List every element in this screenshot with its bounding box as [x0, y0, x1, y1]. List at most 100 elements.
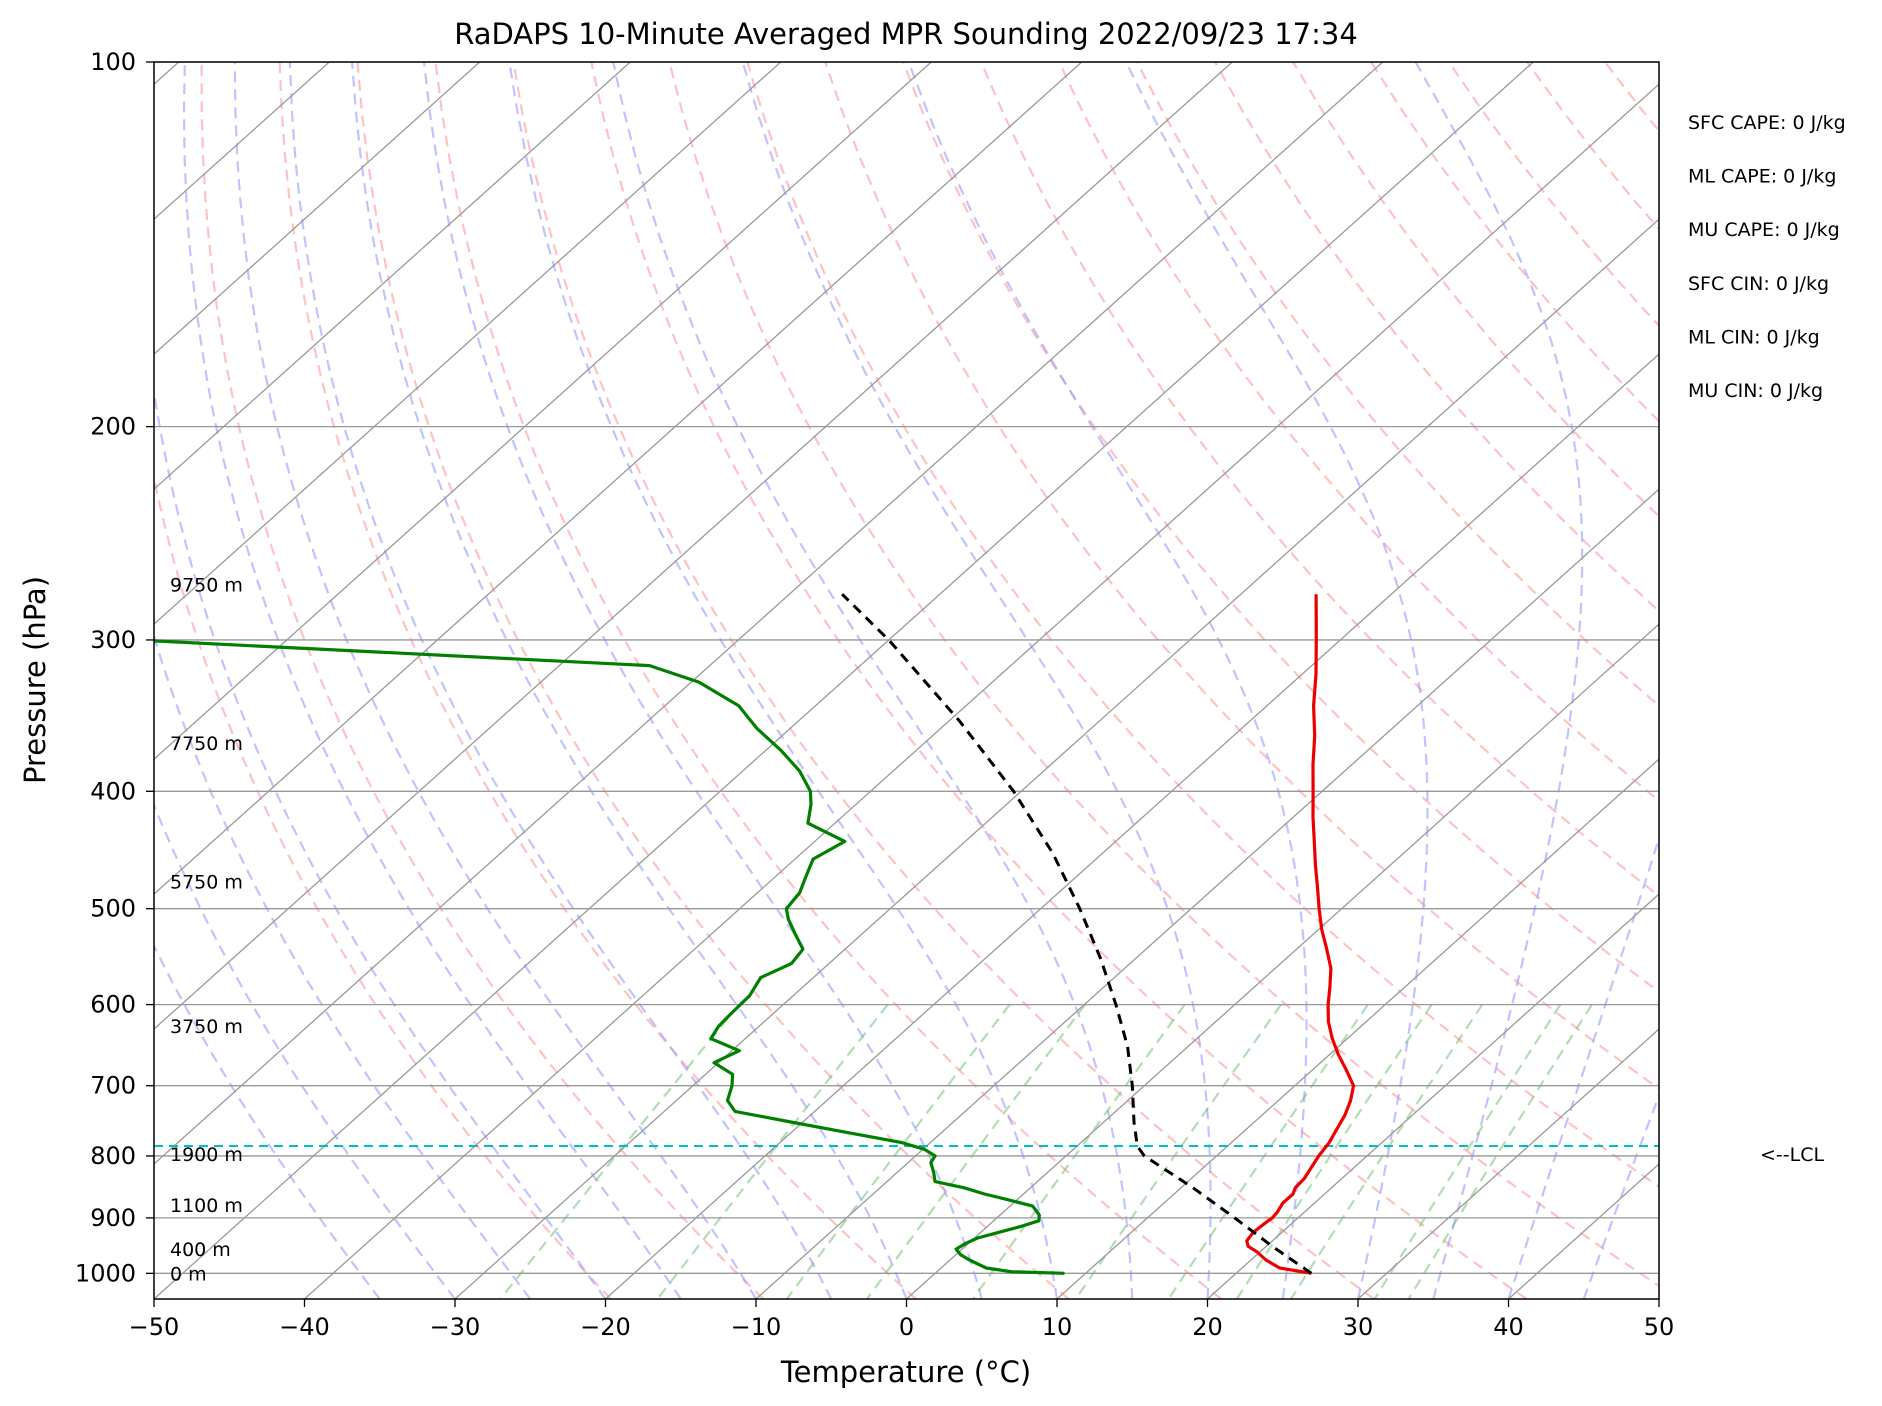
- stability-index: MU CAPE: 0 J/kg: [1688, 219, 1840, 241]
- isotherm: [154, 62, 932, 760]
- mixing-ratio-line: [1167, 1003, 1369, 1299]
- y-tick-label: 300: [90, 626, 136, 654]
- dry-adiabat: [1526, 62, 1659, 231]
- moist-adiabat: [288, 62, 833, 1299]
- x-tick-label: 30: [1343, 1313, 1374, 1341]
- x-tick-label: −50: [129, 1313, 180, 1341]
- moist-adiabat: [1507, 834, 1659, 1299]
- background-lines: [154, 62, 1882, 1299]
- x-tick-label: −20: [580, 1313, 631, 1341]
- isotherm: [1056, 758, 1659, 1299]
- moist-adiabat: [351, 62, 908, 1299]
- isotherm: [906, 623, 1659, 1299]
- dry-adiabat: [1058, 62, 1659, 803]
- dry-adiabat: [1683, 62, 1882, 1299]
- height-label: 1900 m: [170, 1144, 243, 1166]
- y-tick-label: 200: [90, 413, 136, 441]
- y-tick-label: 500: [90, 895, 136, 923]
- x-axis-label: Temperature (°C): [780, 1355, 1031, 1389]
- dry-adiabat: [356, 62, 1070, 1299]
- x-tick-label: 0: [899, 1313, 914, 1341]
- x-tick-label: −10: [731, 1313, 782, 1341]
- dry-adiabat: [824, 62, 1659, 1091]
- height-label: 7750 m: [170, 733, 243, 755]
- x-tick-label: 40: [1493, 1313, 1524, 1341]
- height-label: 400 m: [170, 1239, 231, 1261]
- mixing-ratio-line: [1289, 1003, 1484, 1299]
- dry-adiabat: [590, 62, 1528, 1299]
- x-tick-label: 20: [1192, 1313, 1223, 1341]
- stability-index: SFC CIN: 0 J/kg: [1688, 273, 1829, 295]
- lcl-label: <--LCL: [1760, 1144, 1824, 1166]
- moist-adiabat: [154, 632, 532, 1299]
- mixing-ratio-line: [1373, 1003, 1562, 1299]
- moist-adiabat: [154, 943, 381, 1299]
- x-tick-label: −40: [279, 1313, 330, 1341]
- mixing-ratio-line: [866, 1003, 1086, 1299]
- y-tick-label: 900: [90, 1204, 136, 1232]
- y-axis-label: Pressure (hPa): [18, 576, 52, 784]
- y-tick-label: 1000: [75, 1259, 136, 1287]
- height-label: 0 m: [170, 1263, 207, 1285]
- dry-adiabat: [200, 62, 765, 1299]
- isotherm: [454, 218, 1659, 1299]
- parcel-path-line: [841, 593, 1313, 1275]
- moist-adiabat: [907, 62, 1308, 1299]
- y-tick-label: 600: [90, 991, 136, 1019]
- moist-adiabat: [233, 62, 757, 1299]
- temperature-line: [1245, 594, 1356, 1275]
- dewpoint-line: [154, 639, 1065, 1275]
- chart-title: RaDAPS 10-Minute Averaged MPR Sounding 2…: [454, 17, 1358, 51]
- dry-adiabat: [154, 473, 612, 1299]
- mixing-ratio-line: [785, 1003, 1011, 1299]
- y-tick-label: 800: [90, 1142, 136, 1170]
- stability-index: MU CIN: 0 J/kg: [1688, 380, 1823, 402]
- x-tick-label: 10: [1042, 1313, 1073, 1341]
- dry-adiabat: [434, 62, 1223, 1299]
- series-layer: [154, 593, 1659, 1275]
- ticks-layer: −50 −40 −30 −20 −10 0 10 20 30 40 50 1000 900 800 700 6…: [75, 48, 1674, 1341]
- moist-adiabat: [154, 802, 456, 1299]
- moist-adiabat: [154, 385, 607, 1299]
- dry-adiabat: [902, 62, 1659, 994]
- dry-adiabat: [1447, 62, 1659, 328]
- moist-adiabat: [422, 62, 983, 1299]
- dry-adiabat: [278, 62, 917, 1299]
- isotherm: [154, 62, 631, 491]
- height-label: 5750 m: [170, 872, 243, 894]
- mixing-ratio-line: [972, 1003, 1186, 1299]
- moist-adiabat: [1582, 1092, 1659, 1299]
- mixing-ratio-line: [1235, 1003, 1433, 1299]
- mixing-ratio-line: [499, 1003, 741, 1299]
- height-label: 3750 m: [170, 1016, 243, 1038]
- isotherm: [154, 62, 1534, 1299]
- moist-adiabat: [612, 62, 1134, 1299]
- isotherm: [1207, 893, 1659, 1299]
- x-tick-label: 50: [1644, 1313, 1675, 1341]
- dry-adiabat: [1603, 62, 1659, 133]
- mixing-ratio-line: [656, 1003, 889, 1299]
- dry-adiabat: [1136, 62, 1659, 708]
- isotherm: [154, 62, 481, 356]
- height-label: 9750 m: [170, 575, 243, 597]
- dry-adiabat: [746, 62, 1659, 1188]
- isotherm: [605, 353, 1659, 1299]
- dry-adiabat: [668, 62, 1659, 1288]
- isotherm: [1357, 1028, 1659, 1299]
- mixing-ratio-line: [1074, 1003, 1282, 1299]
- moist-adiabat: [1125, 62, 1429, 1299]
- dry-adiabat: [980, 62, 1659, 898]
- y-tick-label: 400: [90, 777, 136, 805]
- stability-index: SFC CAPE: 0 J/kg: [1688, 112, 1846, 134]
- isotherm: [755, 488, 1659, 1299]
- moist-adiabat: [1414, 62, 1584, 1299]
- y-tick-label: 700: [90, 1072, 136, 1100]
- dry-adiabat: [512, 62, 1375, 1299]
- moist-adiabat: [182, 62, 682, 1299]
- x-tick-label: −30: [430, 1313, 481, 1341]
- y-tick-label: 100: [90, 48, 136, 76]
- height-label: 1100 m: [170, 1195, 243, 1217]
- isotherm: [154, 62, 1083, 895]
